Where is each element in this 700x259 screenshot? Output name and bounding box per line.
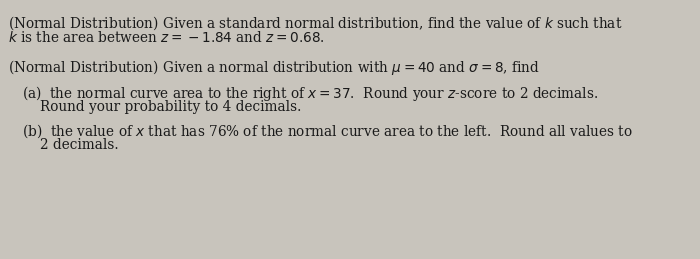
Text: (Normal Distribution) Given a standard normal distribution, find the value of $k: (Normal Distribution) Given a standard n… bbox=[8, 14, 622, 32]
Text: 2 decimals.: 2 decimals. bbox=[40, 138, 118, 152]
Text: Round your probability to 4 decimals.: Round your probability to 4 decimals. bbox=[40, 100, 302, 114]
Text: (a)  the normal curve area to the right of $x = 37$.  Round your $z$-score to 2 : (a) the normal curve area to the right o… bbox=[22, 84, 598, 103]
Text: (Normal Distribution) Given a normal distribution with $\mu = 40$ and $\sigma = : (Normal Distribution) Given a normal dis… bbox=[8, 58, 540, 77]
Text: (b)  the value of $x$ that has 76% of the normal curve area to the left.  Round : (b) the value of $x$ that has 76% of the… bbox=[22, 122, 633, 140]
Text: $k$ is the area between $z = -1.84$ and $z = 0.68$.: $k$ is the area between $z = -1.84$ and … bbox=[8, 30, 325, 45]
